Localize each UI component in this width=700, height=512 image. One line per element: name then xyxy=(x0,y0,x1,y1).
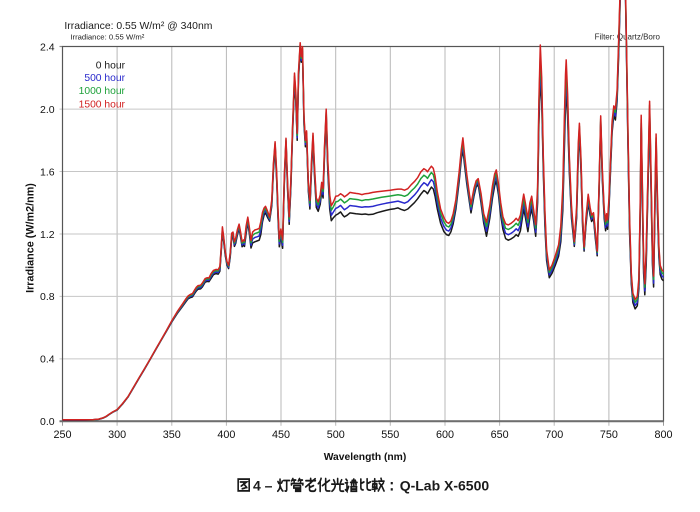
svg-text:650: 650 xyxy=(491,429,509,441)
svg-text:350: 350 xyxy=(163,429,181,441)
svg-text:750: 750 xyxy=(600,429,618,441)
svg-text:0.0: 0.0 xyxy=(40,416,55,428)
svg-text:500: 500 xyxy=(327,429,345,441)
svg-text:1.2: 1.2 xyxy=(40,229,55,241)
svg-text:2.0: 2.0 xyxy=(40,104,55,116)
svg-text:Irradiance: 0.55 W/m²: Irradiance: 0.55 W/m² xyxy=(70,33,144,42)
svg-text:300: 300 xyxy=(108,429,126,441)
svg-text:400: 400 xyxy=(217,429,235,441)
svg-text:800: 800 xyxy=(654,429,672,441)
svg-text:4 –: 4 – xyxy=(253,478,273,494)
svg-text:2.4: 2.4 xyxy=(40,41,55,53)
svg-text:550: 550 xyxy=(381,429,399,441)
svg-text:700: 700 xyxy=(545,429,563,441)
svg-text:1500 hour: 1500 hour xyxy=(79,99,126,110)
svg-text:500 hour: 500 hour xyxy=(84,73,125,84)
svg-text:Irradiance (W/m2/nm): Irradiance (W/m2/nm) xyxy=(25,183,37,293)
svg-text:0.4: 0.4 xyxy=(40,354,55,366)
svg-text:250: 250 xyxy=(53,429,71,441)
svg-text:1000 hour: 1000 hour xyxy=(79,86,126,97)
svg-text:450: 450 xyxy=(272,429,290,441)
svg-text:Irradiance: 0.55 W/m² @ 340nm: Irradiance: 0.55 W/m² @ 340nm xyxy=(64,21,212,32)
svg-text:0 hour: 0 hour xyxy=(96,61,126,72)
svg-text:Wavelength (nm): Wavelength (nm) xyxy=(324,452,407,463)
svg-text:Q-Lab X-6500: Q-Lab X-6500 xyxy=(400,478,490,494)
svg-text:600: 600 xyxy=(436,429,454,441)
svg-text:1.6: 1.6 xyxy=(40,166,55,178)
svg-text:Filter: Quartz/Boro: Filter: Quartz/Boro xyxy=(595,33,661,42)
svg-text:0.8: 0.8 xyxy=(40,291,55,303)
